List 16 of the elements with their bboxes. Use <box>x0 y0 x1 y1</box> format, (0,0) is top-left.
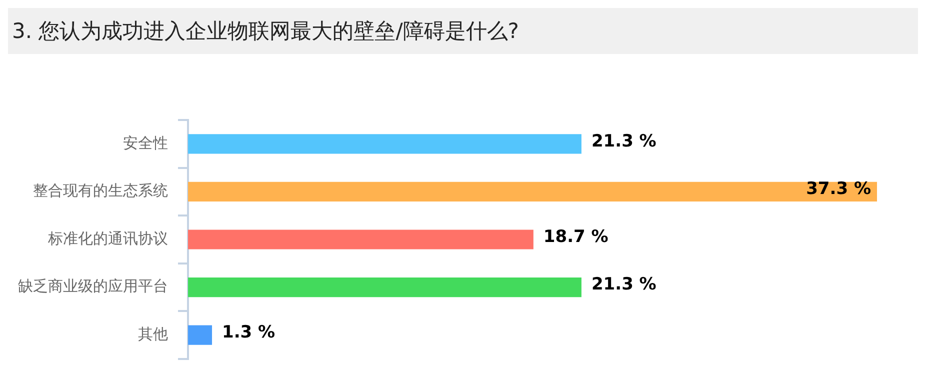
data-label: 1.3 % <box>222 322 276 343</box>
chart-title: 3. 您认为成功进入企业物联网最大的壁垒/障碍是什么? <box>8 8 918 54</box>
data-label: 21.3 % <box>591 131 656 152</box>
data-label: 37.3 % <box>806 179 871 200</box>
bar <box>188 230 534 250</box>
bar <box>188 325 212 345</box>
y-tick-label: 标准化的通讯协议 <box>47 229 168 248</box>
y-tick-label: 整合现有的生态系统 <box>33 182 168 200</box>
bar <box>188 182 877 202</box>
bar <box>188 278 582 298</box>
data-label: 18.7 % <box>543 226 608 247</box>
y-tick-label: 其他 <box>138 324 168 343</box>
bar <box>188 134 582 154</box>
data-label: 21.3 % <box>591 274 656 295</box>
y-tick-label: 缺乏商业级的应用平台 <box>18 277 168 296</box>
y-tick-label: 安全性 <box>123 134 168 152</box>
